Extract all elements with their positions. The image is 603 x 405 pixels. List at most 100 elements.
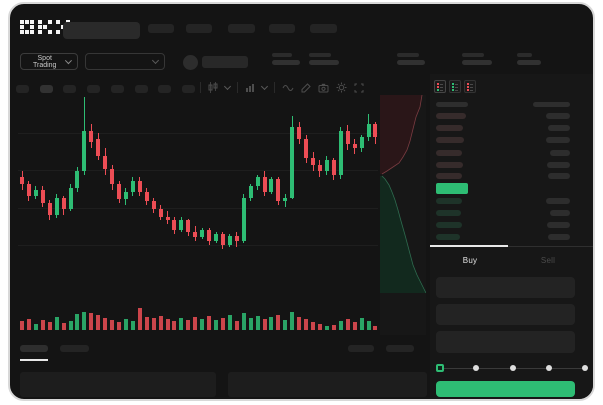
timeframe-pill[interactable] (63, 85, 77, 93)
nav-item[interactable] (148, 24, 174, 33)
candle (373, 123, 378, 137)
orderbook-toggle-asks-only-view[interactable] (464, 80, 476, 93)
toggle-row (437, 83, 443, 85)
fullscreen-icon[interactable] (354, 83, 364, 93)
candle (40, 190, 45, 204)
wave-icon[interactable] (282, 83, 294, 93)
orderbook-header-price (436, 102, 468, 107)
timeframe-pill[interactable] (158, 85, 172, 93)
toggle-row (452, 89, 458, 91)
slider-mark[interactable] (545, 365, 552, 371)
volume-bar (373, 326, 378, 330)
nav-item[interactable] (186, 24, 212, 33)
volume-bar (75, 314, 80, 330)
volume-bar (130, 321, 135, 330)
amount-input[interactable] (436, 304, 575, 325)
volume-bar (220, 318, 225, 330)
depth-asks (380, 95, 422, 174)
bid-price-bar[interactable] (436, 198, 462, 204)
ask-price-bar[interactable] (436, 125, 463, 131)
coin-avatar (183, 55, 198, 70)
ask-price-bar[interactable] (436, 113, 466, 119)
candle (158, 209, 163, 217)
volume-bar (304, 319, 309, 330)
candle (26, 184, 31, 196)
candle (338, 131, 343, 175)
orders-tab[interactable] (60, 345, 89, 352)
timeframe-pill[interactable] (110, 85, 124, 93)
volume-bar (20, 321, 24, 330)
candle (151, 201, 156, 209)
logo-glyph (38, 20, 52, 34)
stat-value (397, 60, 425, 65)
volume-bar (338, 321, 343, 330)
volume-bar (186, 320, 191, 330)
divider (200, 82, 201, 93)
candle (96, 138, 101, 156)
ask-price-bar[interactable] (436, 173, 462, 179)
timeframe-pill[interactable] (16, 85, 29, 93)
volume-bar (207, 316, 212, 330)
search-input[interactable] (63, 22, 140, 39)
settings-gear-icon[interactable] (336, 82, 347, 93)
orderbook-toggle-combined-view[interactable] (434, 80, 446, 93)
market-type-selector[interactable]: Spot Trading (20, 53, 78, 70)
volume-bar (89, 313, 94, 330)
candle (54, 197, 59, 215)
volume-bar (179, 318, 184, 330)
depth-bids-edge (381, 175, 427, 294)
ask-price-bar[interactable] (436, 150, 462, 156)
camera-icon[interactable] (318, 83, 329, 93)
pair-selector[interactable] (85, 53, 165, 70)
candle-type-icon[interactable] (208, 82, 218, 93)
timeframe-pill[interactable] (39, 85, 53, 93)
nav-item[interactable] (228, 24, 255, 33)
logo-glyph (20, 20, 34, 34)
candle (186, 220, 191, 232)
slider-handle[interactable] (436, 364, 444, 372)
volume-bar (241, 313, 246, 330)
draw-pencil-icon[interactable] (301, 82, 311, 93)
ask-price-bar[interactable] (436, 162, 463, 168)
total-input[interactable] (436, 331, 575, 353)
timeframe-pill[interactable] (181, 85, 195, 93)
tab-divider (430, 246, 593, 247)
slider-mark[interactable] (582, 365, 588, 371)
bid-amount-bar (550, 210, 570, 216)
orderbook-toggle-bids-only-view[interactable] (449, 80, 461, 93)
timeframe-pill[interactable] (134, 85, 148, 93)
bid-price-bar[interactable] (436, 210, 461, 216)
candle (144, 191, 149, 202)
tab-buy[interactable]: Buy (462, 256, 478, 265)
volume-bar (144, 317, 149, 330)
slider-mark[interactable] (509, 365, 516, 371)
orders-option[interactable] (348, 345, 374, 352)
stat-value (517, 60, 541, 65)
buy-button[interactable] (436, 381, 575, 397)
tab-sell[interactable]: Sell (540, 256, 556, 265)
candle (165, 216, 170, 221)
divider (237, 82, 238, 93)
bid-amount-bar (547, 222, 570, 228)
bid-amount-bar (548, 234, 570, 240)
nav-item[interactable] (310, 24, 337, 33)
indicators-icon[interactable] (245, 83, 255, 93)
candle (172, 220, 177, 230)
candle-chart[interactable] (18, 95, 378, 335)
bid-price-bar[interactable] (436, 222, 462, 228)
bid-price-bar[interactable] (436, 234, 460, 240)
candle (193, 231, 198, 238)
candle (331, 159, 336, 175)
chevron-down-icon[interactable] (223, 82, 232, 91)
stat-value (272, 60, 300, 65)
nav-item[interactable] (269, 24, 295, 33)
chevron-down-icon[interactable] (260, 82, 269, 91)
slider-mark[interactable] (473, 365, 480, 371)
price-input[interactable] (436, 277, 575, 298)
orders-option[interactable] (386, 345, 414, 352)
candle (61, 197, 66, 209)
volume-bar (47, 322, 52, 330)
timeframe-pill[interactable] (87, 85, 101, 93)
orders-tab[interactable] (20, 345, 48, 352)
ask-price-bar[interactable] (436, 137, 464, 143)
